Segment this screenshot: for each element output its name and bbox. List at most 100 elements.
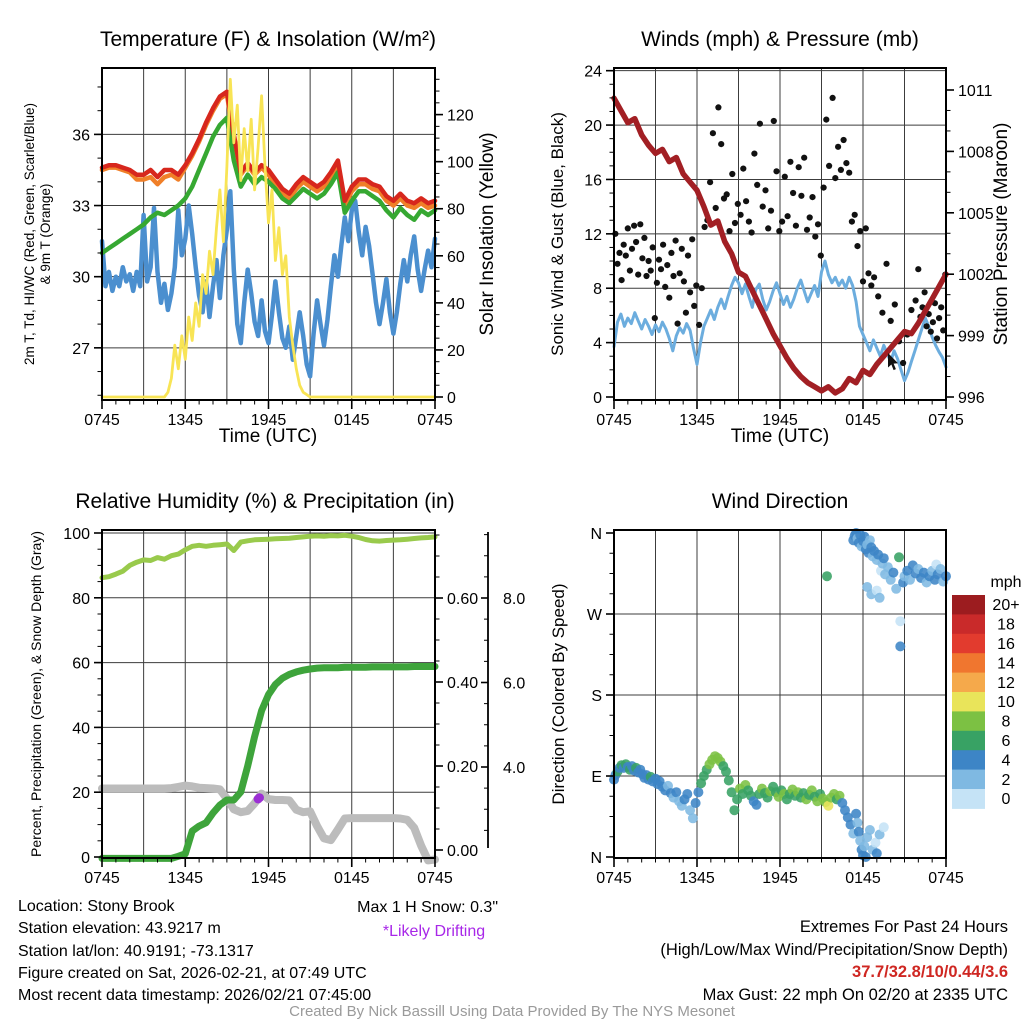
svg-text:80: 80 — [72, 591, 90, 608]
mouse-cursor-icon — [888, 353, 899, 371]
svg-text:0145: 0145 — [845, 870, 881, 887]
svg-text:6.0: 6.0 — [503, 676, 525, 693]
svg-text:1008: 1008 — [958, 144, 994, 161]
chart-title-winds-pressure: Winds (mph) & Pressure (mb) — [641, 28, 919, 51]
extremes-subtitle: (High/Low/Max Wind/Precipitation/Snow De… — [660, 940, 1008, 959]
svg-text:0745: 0745 — [417, 870, 453, 887]
station-location: Location: Stony Brook — [18, 898, 175, 915]
svg-text:0745: 0745 — [928, 870, 964, 887]
svg-text:0.40: 0.40 — [447, 675, 478, 692]
svg-text:2: 2 — [1002, 772, 1011, 789]
extremes-values: 37.7/32.8/10/0.44/3.6 — [852, 963, 1008, 982]
svg-text:N: N — [590, 850, 602, 867]
figure-created: Figure created on Sat, 2026-02-21, at 07… — [18, 964, 367, 982]
wind-left-axis-label: Sonic Wind & Gust (Blue, Black) — [548, 112, 567, 356]
station-info-block: Location: Stony Brook Station elevation:… — [18, 896, 498, 1007]
svg-text:0745: 0745 — [596, 412, 632, 429]
svg-text:12: 12 — [997, 675, 1015, 692]
svg-text:0: 0 — [1002, 791, 1011, 808]
svg-text:1945: 1945 — [251, 412, 287, 429]
temp-x-axis-label: Time (UTC) — [218, 426, 318, 447]
svg-text:1345: 1345 — [167, 412, 203, 429]
svg-text:36: 36 — [72, 127, 90, 144]
pressure-right-axis-label: Station Pressure (Maroon) — [991, 122, 1012, 346]
svg-text:0.00: 0.00 — [447, 843, 478, 860]
svg-text:999: 999 — [958, 329, 985, 346]
svg-text:10: 10 — [997, 694, 1015, 711]
svg-text:20: 20 — [72, 785, 90, 802]
svg-text:27: 27 — [72, 341, 90, 358]
likely-drifting-note: *Likely Drifting — [382, 923, 486, 940]
svg-text:N: N — [590, 526, 602, 543]
svg-text:40: 40 — [447, 296, 465, 313]
svg-text:996: 996 — [958, 390, 985, 407]
svg-text:20: 20 — [584, 118, 602, 135]
svg-text:S: S — [591, 688, 602, 705]
svg-text:1945: 1945 — [251, 870, 287, 887]
chart-title-temperature-insolation: Temperature (F) & Insolation (W/m²) — [99, 28, 437, 51]
svg-text:1345: 1345 — [679, 412, 715, 429]
svg-text:0: 0 — [447, 390, 456, 407]
svg-text:W: W — [587, 607, 603, 624]
svg-text:1945: 1945 — [762, 870, 798, 887]
svg-text:E: E — [591, 769, 602, 786]
chart-title-wind-direction: Wind Direction — [711, 490, 849, 513]
svg-text:1945: 1945 — [762, 412, 798, 429]
extremes-max-gust: Max Gust: 22 mph On 02/20 at 2335 UTC — [702, 986, 1008, 1005]
footer-credit: Created By Nick Bassill Using Data Provi… — [289, 1003, 735, 1020]
svg-text:0: 0 — [593, 390, 602, 407]
svg-text:4: 4 — [593, 336, 602, 353]
svg-text:120: 120 — [447, 108, 474, 125]
svg-text:0.20: 0.20 — [447, 759, 478, 776]
svg-text:16: 16 — [584, 172, 602, 189]
wind-x-axis-label: Time (UTC) — [730, 426, 830, 447]
svg-text:0145: 0145 — [334, 870, 370, 887]
svg-text:0745: 0745 — [84, 412, 120, 429]
svg-text:30: 30 — [72, 270, 90, 287]
svg-text:12: 12 — [584, 227, 602, 244]
extremes-title: Extremes For Past 24 Hours — [799, 918, 1008, 936]
insolation-right-axis-label: Solar Insolation (Yellow) — [477, 132, 498, 336]
svg-text:6: 6 — [1002, 733, 1011, 750]
svg-text:18: 18 — [997, 617, 1015, 634]
temp-left-axis-label-line2: & 9m T (Orange) — [38, 183, 53, 285]
station-latlon: Station lat/lon: 40.9191; -73.1317 — [18, 942, 254, 960]
svg-text:0145: 0145 — [334, 412, 370, 429]
chart-title-humidity-precip: Relative Humidity (%) & Precipitation (i… — [75, 490, 455, 513]
svg-text:0: 0 — [81, 850, 90, 867]
svg-text:40: 40 — [72, 720, 90, 737]
svg-text:4: 4 — [1002, 752, 1011, 769]
svg-text:0.60: 0.60 — [447, 591, 478, 608]
svg-text:100: 100 — [63, 526, 90, 543]
svg-text:33: 33 — [72, 199, 90, 216]
svg-text:24: 24 — [584, 64, 602, 81]
svg-text:8: 8 — [593, 281, 602, 298]
svg-text:1005: 1005 — [958, 206, 994, 223]
svg-text:20: 20 — [447, 343, 465, 360]
svg-text:20+: 20+ — [992, 597, 1019, 614]
humidity-left-axis-label: Percent, Precipitation (Green), & Snow D… — [28, 530, 44, 858]
temp-left-axis-label: 2m T, Td, HI/WC (Red, Green, Scarlet/Blu… — [22, 54, 56, 414]
svg-text:8.0: 8.0 — [503, 591, 525, 608]
svg-text:0745: 0745 — [417, 412, 453, 429]
svg-text:0745: 0745 — [596, 870, 632, 887]
svg-text:100: 100 — [447, 155, 474, 172]
max-snow-note: Max 1 H Snow: 0.3" — [357, 899, 498, 916]
svg-text:1002: 1002 — [958, 267, 994, 284]
svg-text:0745: 0745 — [928, 412, 964, 429]
svg-text:1345: 1345 — [167, 870, 203, 887]
temp-left-axis-label-line1: 2m T, Td, HI/WC (Red, Green, Scarlet/Blu… — [22, 102, 37, 366]
data-timestamp: Most recent data timestamp: 2026/02/21 0… — [18, 987, 372, 1005]
direction-left-axis-label: Direction (Colored By Speed) — [549, 583, 568, 805]
svg-text:4.0: 4.0 — [503, 760, 525, 777]
svg-text:1345: 1345 — [679, 870, 715, 887]
station-elevation: Station elevation: 43.9217 m — [18, 920, 221, 938]
colorbar-title: mph — [990, 574, 1022, 591]
svg-text:14: 14 — [997, 655, 1015, 672]
svg-text:1011: 1011 — [958, 83, 993, 100]
extremes-block: Extremes For Past 24 Hours (High/Low/Max… — [520, 916, 1008, 1007]
svg-text:8: 8 — [1002, 714, 1011, 731]
svg-text:0745: 0745 — [84, 870, 120, 887]
